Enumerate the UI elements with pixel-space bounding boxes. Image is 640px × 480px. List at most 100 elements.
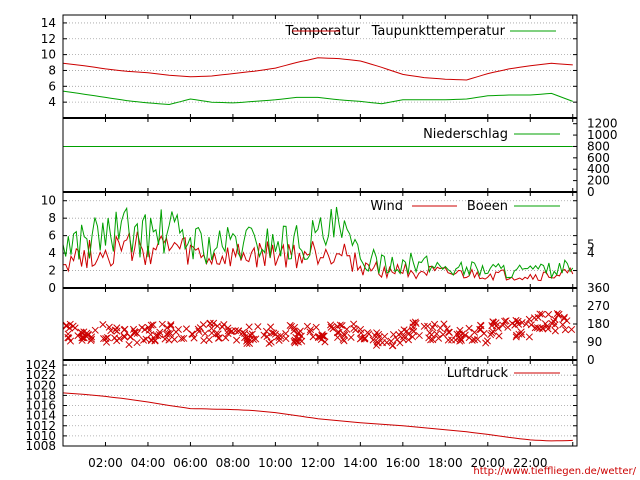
wind-direction-point bbox=[371, 332, 379, 340]
wind-direction-point bbox=[129, 325, 138, 333]
wind-direction-point bbox=[457, 336, 465, 344]
pressure-series-line bbox=[62, 392, 573, 442]
wind-direction-point bbox=[455, 330, 463, 338]
wind-direction-point bbox=[78, 336, 86, 344]
wind-direction-point bbox=[222, 334, 230, 342]
wind-direction-point bbox=[133, 339, 141, 347]
legend-label: Luftdruck bbox=[447, 366, 509, 381]
wind-direction-point bbox=[245, 323, 253, 331]
wind-direction-point bbox=[518, 319, 526, 327]
wind-direction-point bbox=[439, 330, 447, 339]
wind-direction-point bbox=[492, 322, 500, 330]
wind-direction-point bbox=[182, 325, 191, 333]
wind-direction-point bbox=[195, 327, 203, 336]
wind-direction-point bbox=[415, 331, 423, 340]
wind-direction-point bbox=[539, 324, 547, 332]
y-tick-label: 1012 bbox=[25, 419, 56, 433]
wind-direction-point bbox=[360, 335, 368, 343]
wind-direction-point bbox=[79, 334, 87, 342]
wind-direction-point bbox=[121, 325, 129, 333]
wind-direction-point bbox=[515, 320, 523, 328]
wind-direction-point bbox=[489, 327, 497, 335]
y-tick-label: 6 bbox=[48, 79, 56, 93]
wind-direction-point bbox=[177, 334, 186, 343]
wind-direction-point bbox=[356, 325, 365, 333]
y-tick-label-right: 0 bbox=[587, 185, 595, 199]
y-tick-label-right: 1200 bbox=[587, 117, 618, 131]
wind-direction-point bbox=[290, 327, 298, 335]
wind-direction-point bbox=[152, 331, 160, 340]
wind-direction-point bbox=[477, 322, 485, 330]
wind-direction-point bbox=[499, 321, 507, 329]
wind-direction-point bbox=[340, 330, 348, 338]
y-tick-label: 1016 bbox=[25, 399, 56, 413]
wind-direction-point bbox=[167, 321, 175, 329]
wind-direction-point bbox=[409, 333, 417, 341]
wind-direction-point bbox=[525, 333, 533, 341]
wind-direction-point bbox=[241, 329, 249, 338]
wind-direction-point bbox=[383, 338, 391, 347]
wind-direction-point bbox=[298, 337, 306, 345]
y-tick-label: 12 bbox=[41, 32, 56, 46]
wind-direction-point bbox=[149, 321, 157, 329]
wind-direction-point bbox=[444, 336, 452, 344]
y-tick-label: 8 bbox=[48, 63, 56, 77]
wind-direction-point bbox=[544, 310, 553, 318]
legend-label: Niederschlag bbox=[423, 127, 508, 142]
wind-direction-point bbox=[218, 323, 226, 331]
wind-direction-point bbox=[488, 329, 496, 337]
wind-direction-point bbox=[536, 310, 544, 318]
wind-direction-point bbox=[163, 324, 171, 332]
wind-direction-point bbox=[190, 334, 198, 342]
wind-direction-point bbox=[343, 325, 351, 333]
wind-direction-point bbox=[303, 322, 311, 330]
x-tick-label: 12:00 bbox=[301, 456, 336, 470]
wind-direction-point bbox=[206, 319, 214, 327]
wind-direction-point bbox=[535, 324, 544, 332]
wind-direction-point bbox=[424, 322, 432, 330]
wind-direction-point bbox=[456, 337, 464, 345]
wind-direction-point bbox=[291, 339, 299, 347]
wind-direction-point bbox=[534, 313, 542, 321]
wind-direction-point bbox=[327, 321, 335, 329]
source-link[interactable]: http://www.tieffliegen.de/wetter/ bbox=[473, 466, 636, 477]
wind-direction-point bbox=[85, 331, 93, 339]
wind-direction-point bbox=[172, 328, 180, 336]
y-tick-label-right: 270 bbox=[587, 299, 610, 313]
wind-direction-point bbox=[188, 330, 196, 338]
x-tick-label: 06:00 bbox=[173, 456, 208, 470]
y-tick-label-right: 4 bbox=[587, 246, 595, 260]
x-tick-label: 10:00 bbox=[258, 456, 293, 470]
wind-direction-point bbox=[453, 330, 461, 338]
wind-direction-point bbox=[389, 330, 398, 339]
y-tick-label: 1008 bbox=[25, 439, 56, 453]
wind-direction-point bbox=[121, 333, 129, 341]
y-tick-label: 6 bbox=[48, 229, 56, 243]
y-tick-label: 1018 bbox=[25, 388, 56, 402]
wind-direction-point bbox=[551, 327, 559, 335]
wind-direction-point bbox=[512, 316, 520, 325]
y-tick-label-right: 0 bbox=[587, 353, 595, 367]
wind-direction-point bbox=[267, 338, 275, 346]
x-tick-label: 16:00 bbox=[386, 456, 421, 470]
wind-direction-point bbox=[248, 330, 256, 338]
y-tick-label: 14 bbox=[41, 16, 56, 30]
y-tick-label-right: 360 bbox=[587, 281, 610, 295]
y-tick-label: 1024 bbox=[25, 358, 56, 372]
wind-direction-point bbox=[286, 321, 294, 329]
wind-direction-point bbox=[125, 341, 133, 349]
y-tick-label: 2 bbox=[48, 264, 56, 278]
x-tick-label: 22:00 bbox=[513, 456, 548, 470]
wind-direction-point bbox=[335, 328, 343, 336]
wind-direction-point bbox=[429, 323, 437, 332]
wind-direction-point bbox=[105, 323, 113, 331]
wind-direction-point bbox=[483, 337, 491, 345]
wind-direction-point bbox=[210, 319, 218, 327]
legend-label: Wind bbox=[370, 199, 403, 214]
wind-direction-point bbox=[201, 329, 209, 338]
wind-direction-point bbox=[312, 323, 320, 331]
wind-direction-point bbox=[139, 336, 148, 344]
wind-direction-point bbox=[525, 315, 533, 323]
wind-direction-point bbox=[458, 330, 467, 338]
